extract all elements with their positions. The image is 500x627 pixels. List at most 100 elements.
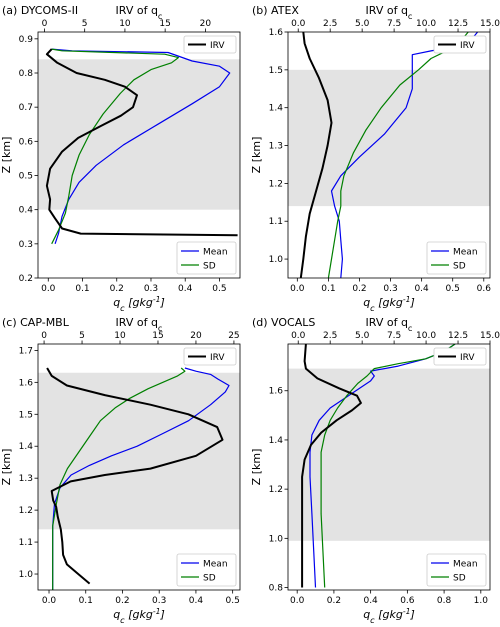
y-tick-label: 1.7 [19,346,33,356]
x-tick-label: 0.2 [352,284,366,294]
series-line-sd [320,344,456,588]
x-tick-label: 0.4 [414,284,429,294]
top-tick-label: 0 [42,19,48,29]
y-tick-label: 1.0 [269,534,284,544]
top-tick-label: 2.5 [323,331,337,341]
top-axis-label: IRV of qc [116,4,163,21]
y-tick-label: 1.4 [19,442,34,452]
y-tick-label: 0.6 [19,137,34,147]
series-line-irv [45,48,238,237]
panel-3: 0.0 0.2 0.4 0.6 0.8 1.0 0.0 2.5 5.0 7.5 10.0 12.5 15… [250,316,500,625]
x-tick-label: 0.2 [110,284,124,294]
top-tick-label: 0.0 [291,19,306,29]
panel-2: 0.0 0.1 0.2 0.3 0.4 0.5 0 5 10 15 20 25 1.0 1.1 1.2 1.3… [0,316,241,626]
legend-mean-sd: Mean SD [176,241,237,275]
legend-label-irv: IRV [460,353,475,363]
y-tick-label: 1.2 [269,485,283,495]
x-tick-label: 0.3 [383,284,397,294]
top-tick-label: 12.5 [448,331,468,341]
panel-1: 0.0 0.1 0.2 0.3 0.4 0.5 0.6 0.0 2.5 5.0 7.5 10.0 12.… [250,4,500,313]
plot-frame [37,31,241,279]
cloud-layer-shade [288,368,490,541]
x-tick-label: 0.6 [400,596,415,606]
x-axis-label: qc [gkg-1] [113,607,165,626]
y-tick-label: 1.5 [19,410,33,420]
top-tick-label: 2.5 [323,19,337,29]
cloud-layer-shade [288,69,490,207]
y-tick-label: 1.5 [269,66,283,76]
y-tick-label: 1.6 [269,387,284,397]
y-tick-label: 1.2 [269,179,283,189]
x-tick-label: 0.5 [212,284,226,294]
y-tick-label: 0.9 [19,35,34,45]
legend-label-sd: SD [453,574,466,584]
y-tick-label: 1.4 [269,104,284,114]
legend-label-irv: IRV [460,41,475,51]
y-tick-label: 0.2 [19,274,33,284]
x-tick-label: 0.0 [41,284,56,294]
top-tick-label: 0 [41,331,47,341]
top-tick-label: 10.0 [416,331,436,341]
x-tick-label: 0.4 [363,596,378,606]
y-tick-label: 1.0 [19,570,34,580]
plot-frame [287,343,491,591]
x-tick-label: 0.6 [477,284,492,294]
x-tick-label: 0.1 [75,284,89,294]
legend-irv: IRV [183,347,237,366]
legend-mean-sd: Mean SD [426,241,487,275]
x-axis-label: qc [gkg-1] [363,295,415,314]
series-line-irv [46,367,224,585]
legend-label-mean: Mean [203,248,228,258]
y-axis-label: Z [km] [0,449,13,486]
plot-frame [37,343,241,591]
top-tick-label: 10 [114,331,126,341]
legend-label-sd: SD [203,262,216,272]
x-tick-label: 0.1 [79,596,93,606]
top-tick-label: 12.5 [448,19,468,29]
top-tick-label: 15.0 [480,331,500,341]
y-axis-label: Z [km] [250,137,263,174]
top-axis-label: IRV of qc [366,4,413,21]
top-axis-label: IRV of qc [116,316,163,333]
series-line-mean [51,48,231,244]
x-tick-label: 0.0 [290,284,305,294]
panel-title: (c) CAP-MBL [2,316,70,329]
y-axis-label: Z [km] [0,137,13,174]
x-tick-label: 0.8 [437,596,452,606]
x-tick-label: 0.2 [115,596,129,606]
x-tick-label: 0.1 [321,284,335,294]
x-tick-label: 0.5 [225,596,239,606]
top-tick-label: 5.0 [355,19,370,29]
panel-title: (b) ATEX [252,4,299,17]
panel-title: (d) VOCALS [252,316,315,329]
legend-mean-sd: Mean SD [426,553,487,587]
top-tick-label: 5 [79,331,85,341]
legend-label-mean: Mean [203,560,228,570]
y-tick-label: 1.6 [269,28,284,38]
y-tick-label: 0.4 [19,206,34,216]
x-axis-label: qc [gkg-1] [363,607,415,626]
series-line-irv [301,344,362,588]
top-tick-label: 10.0 [416,19,436,29]
series-line-mean [52,367,230,590]
series-line-sd [327,32,469,278]
y-tick-label: 0.3 [19,240,33,250]
y-tick-label: 1.3 [19,474,33,484]
x-tick-label: 1.0 [474,596,489,606]
y-tick-label: 1.0 [269,255,284,265]
y-tick-label: 1.1 [269,217,283,227]
series-line-irv [299,32,333,278]
legend-label-sd: SD [203,574,216,584]
y-tick-label: 1.6 [19,378,34,388]
top-tick-label: 0.0 [291,331,306,341]
top-tick-label: 25 [228,331,239,341]
x-tick-label: 0.3 [144,284,158,294]
y-axis-label: Z [km] [250,449,263,486]
legend-label-sd: SD [453,262,466,272]
cloud-layer-shade [38,59,240,210]
top-tick-label: 10 [119,19,131,29]
y-tick-label: 0.8 [19,69,34,79]
y-tick-label: 1.1 [19,538,33,548]
top-tick-label: 20 [200,19,212,29]
